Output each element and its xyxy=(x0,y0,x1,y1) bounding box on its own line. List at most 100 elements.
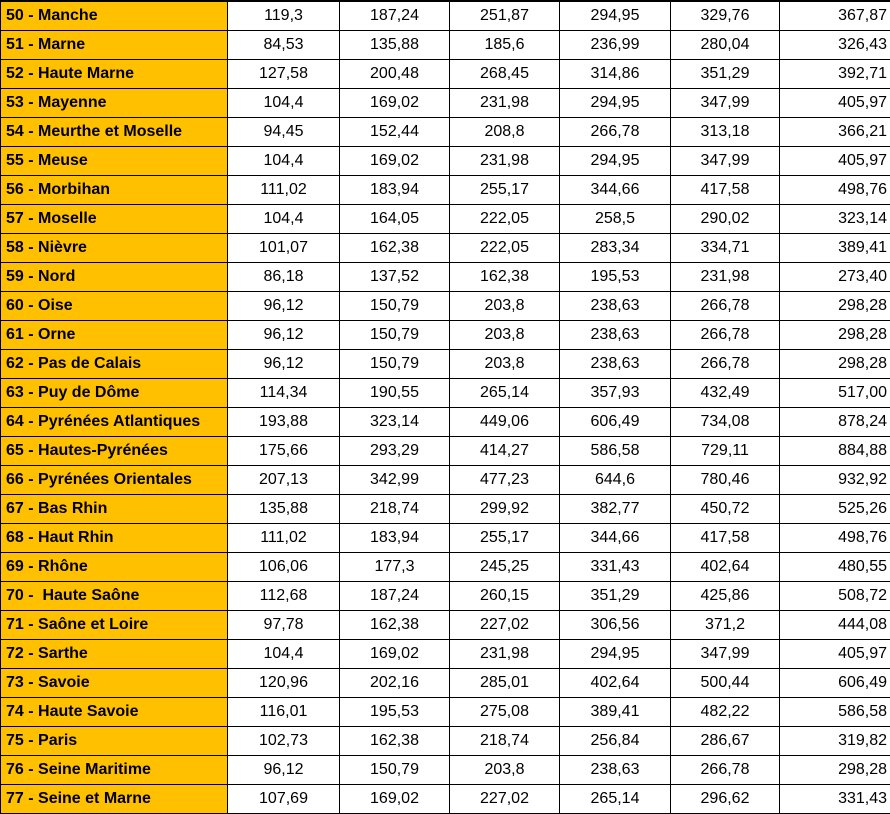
department-header-cell[interactable]: 55 - Meuse xyxy=(1,147,228,176)
department-header-cell[interactable]: 65 - Hautes-Pyrénées xyxy=(1,437,228,466)
value-cell[interactable]: 405,97 xyxy=(780,147,890,176)
value-cell[interactable]: 498,76 xyxy=(780,176,890,205)
value-cell[interactable]: 203,8 xyxy=(450,756,560,785)
value-cell[interactable]: 203,8 xyxy=(450,350,560,379)
value-cell[interactable]: 137,52 xyxy=(340,263,450,292)
value-cell[interactable]: 290,02 xyxy=(671,205,780,234)
value-cell[interactable]: 169,02 xyxy=(340,89,450,118)
value-cell[interactable]: 195,53 xyxy=(340,698,450,727)
value-cell[interactable]: 285,01 xyxy=(450,669,560,698)
department-header-cell[interactable]: 51 - Marne xyxy=(1,31,228,60)
value-cell[interactable]: 104,4 xyxy=(228,205,340,234)
value-cell[interactable]: 366,21 xyxy=(780,118,890,147)
department-header-cell[interactable]: 54 - Meurthe et Moselle xyxy=(1,118,228,147)
value-cell[interactable]: 150,79 xyxy=(340,756,450,785)
value-cell[interactable]: 111,02 xyxy=(228,176,340,205)
department-header-cell[interactable]: 56 - Morbihan xyxy=(1,176,228,205)
value-cell[interactable]: 162,38 xyxy=(340,234,450,263)
value-cell[interactable]: 326,43 xyxy=(780,31,890,60)
value-cell[interactable]: 187,24 xyxy=(340,582,450,611)
value-cell[interactable]: 344,66 xyxy=(560,176,671,205)
department-header-cell[interactable]: 57 - Moselle xyxy=(1,205,228,234)
value-cell[interactable]: 323,14 xyxy=(780,205,890,234)
value-cell[interactable]: 102,73 xyxy=(228,727,340,756)
value-cell[interactable]: 222,05 xyxy=(450,205,560,234)
value-cell[interactable]: 187,24 xyxy=(340,2,450,31)
value-cell[interactable]: 97,78 xyxy=(228,611,340,640)
value-cell[interactable]: 525,26 xyxy=(780,495,890,524)
value-cell[interactable]: 296,62 xyxy=(671,785,780,814)
value-cell[interactable]: 96,12 xyxy=(228,321,340,350)
value-cell[interactable]: 331,43 xyxy=(780,785,890,814)
value-cell[interactable]: 480,55 xyxy=(780,553,890,582)
value-cell[interactable]: 116,01 xyxy=(228,698,340,727)
value-cell[interactable]: 111,02 xyxy=(228,524,340,553)
value-cell[interactable]: 477,23 xyxy=(450,466,560,495)
value-cell[interactable]: 258,5 xyxy=(560,205,671,234)
value-cell[interactable]: 319,82 xyxy=(780,727,890,756)
value-cell[interactable]: 417,58 xyxy=(671,524,780,553)
value-cell[interactable]: 606,49 xyxy=(780,669,890,698)
value-cell[interactable]: 135,88 xyxy=(340,31,450,60)
value-cell[interactable]: 193,88 xyxy=(228,408,340,437)
value-cell[interactable]: 152,44 xyxy=(340,118,450,147)
department-header-cell[interactable]: 74 - Haute Savoie xyxy=(1,698,228,727)
value-cell[interactable]: 266,78 xyxy=(671,292,780,321)
value-cell[interactable]: 275,08 xyxy=(450,698,560,727)
value-cell[interactable]: 299,92 xyxy=(450,495,560,524)
value-cell[interactable]: 331,43 xyxy=(560,553,671,582)
value-cell[interactable]: 351,29 xyxy=(671,60,780,89)
value-cell[interactable]: 351,29 xyxy=(560,582,671,611)
value-cell[interactable]: 162,38 xyxy=(340,611,450,640)
value-cell[interactable]: 255,17 xyxy=(450,176,560,205)
value-cell[interactable]: 245,25 xyxy=(450,553,560,582)
value-cell[interactable]: 164,05 xyxy=(340,205,450,234)
value-cell[interactable]: 222,05 xyxy=(450,234,560,263)
value-cell[interactable]: 517,00 xyxy=(780,379,890,408)
department-header-cell[interactable]: 52 - Haute Marne xyxy=(1,60,228,89)
value-cell[interactable]: 231,98 xyxy=(450,147,560,176)
value-cell[interactable]: 96,12 xyxy=(228,292,340,321)
value-cell[interactable]: 251,87 xyxy=(450,2,560,31)
value-cell[interactable]: 207,13 xyxy=(228,466,340,495)
value-cell[interactable]: 94,45 xyxy=(228,118,340,147)
value-cell[interactable]: 238,63 xyxy=(560,292,671,321)
department-header-cell[interactable]: 76 - Seine Maritime xyxy=(1,756,228,785)
value-cell[interactable]: 203,8 xyxy=(450,292,560,321)
value-cell[interactable]: 104,4 xyxy=(228,89,340,118)
value-cell[interactable]: 150,79 xyxy=(340,292,450,321)
value-cell[interactable]: 273,40 xyxy=(780,263,890,292)
value-cell[interactable]: 298,28 xyxy=(780,756,890,785)
value-cell[interactable]: 238,63 xyxy=(560,756,671,785)
value-cell[interactable]: 265,14 xyxy=(450,379,560,408)
department-header-cell[interactable]: 67 - Bas Rhin xyxy=(1,495,228,524)
value-cell[interactable]: 884,88 xyxy=(780,437,890,466)
value-cell[interactable]: 392,71 xyxy=(780,60,890,89)
value-cell[interactable]: 175,66 xyxy=(228,437,340,466)
value-cell[interactable]: 265,14 xyxy=(560,785,671,814)
value-cell[interactable]: 298,28 xyxy=(780,350,890,379)
value-cell[interactable]: 314,86 xyxy=(560,60,671,89)
department-header-cell[interactable]: 53 - Mayenne xyxy=(1,89,228,118)
value-cell[interactable]: 114,34 xyxy=(228,379,340,408)
value-cell[interactable]: 202,16 xyxy=(340,669,450,698)
value-cell[interactable]: 218,74 xyxy=(340,495,450,524)
value-cell[interactable]: 402,64 xyxy=(560,669,671,698)
department-header-cell[interactable]: 72 - Sarthe xyxy=(1,640,228,669)
value-cell[interactable]: 200,48 xyxy=(340,60,450,89)
value-cell[interactable]: 371,2 xyxy=(671,611,780,640)
value-cell[interactable]: 84,53 xyxy=(228,31,340,60)
value-cell[interactable]: 268,45 xyxy=(450,60,560,89)
value-cell[interactable]: 342,99 xyxy=(340,466,450,495)
department-header-cell[interactable]: 71 - Saône et Loire xyxy=(1,611,228,640)
department-header-cell[interactable]: 68 - Haut Rhin xyxy=(1,524,228,553)
value-cell[interactable]: 508,72 xyxy=(780,582,890,611)
value-cell[interactable]: 298,28 xyxy=(780,292,890,321)
value-cell[interactable]: 482,22 xyxy=(671,698,780,727)
value-cell[interactable]: 402,64 xyxy=(671,553,780,582)
value-cell[interactable]: 498,76 xyxy=(780,524,890,553)
value-cell[interactable]: 208,8 xyxy=(450,118,560,147)
value-cell[interactable]: 313,18 xyxy=(671,118,780,147)
department-header-cell[interactable]: 66 - Pyrénées Orientales xyxy=(1,466,228,495)
value-cell[interactable]: 177,3 xyxy=(340,553,450,582)
